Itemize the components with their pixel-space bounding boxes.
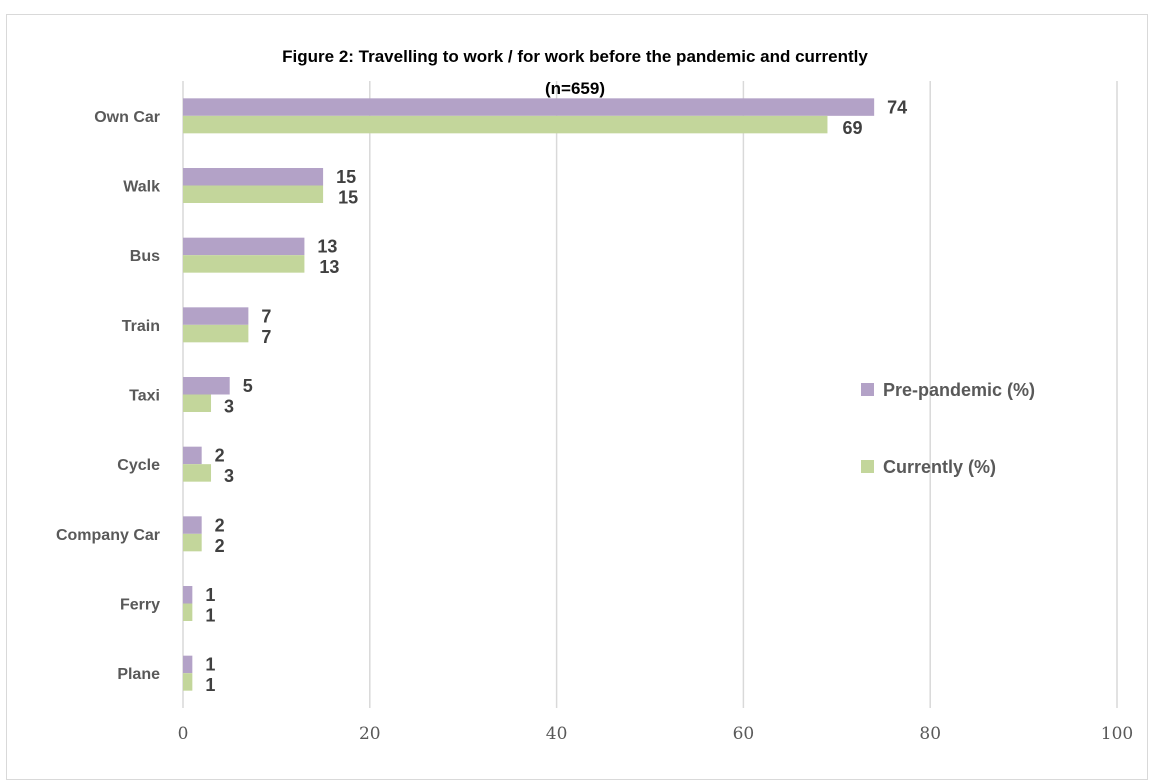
bar: [183, 98, 875, 116]
bar: [183, 603, 193, 621]
bar: [183, 586, 193, 604]
category-label: Plane: [117, 666, 160, 683]
data-label: 1: [205, 606, 215, 626]
chart-subtitle: (n=659): [545, 79, 605, 98]
bar: [183, 237, 305, 256]
bar: [183, 516, 202, 534]
x-tick-label: 40: [546, 724, 568, 744]
data-label: 1: [205, 675, 215, 695]
data-label: 3: [224, 397, 234, 417]
x-tick-label: 80: [919, 724, 941, 744]
bar: [183, 185, 324, 203]
x-tick-label: 60: [733, 724, 755, 744]
chart-title: Figure 2: Travelling to work / for work …: [282, 47, 868, 66]
chart-frame: 0 20 40 60 80 100 Own Car 74 69 Walk 15 15 Bus 13 13 Tr…: [6, 14, 1148, 780]
bars-layer: [183, 98, 875, 691]
data-label: 74: [887, 97, 907, 117]
legend-swatch: [861, 383, 874, 396]
data-label: 7: [261, 306, 271, 326]
x-tick-label: 20: [359, 724, 381, 744]
x-tick-label: 0: [178, 724, 189, 744]
bar: [183, 673, 193, 691]
data-label: 3: [224, 466, 234, 486]
category-label: Train: [122, 318, 160, 335]
data-label: 69: [842, 118, 862, 138]
data-label: 1: [205, 655, 215, 675]
category-label: Walk: [123, 179, 160, 196]
category-label: Ferry: [120, 597, 160, 614]
bar: [183, 324, 249, 343]
x-tick-label: 100: [1101, 724, 1133, 744]
bar: [183, 655, 193, 674]
bar: [183, 168, 324, 186]
data-label: 7: [261, 327, 271, 347]
category-label: Bus: [130, 248, 160, 265]
bar: [183, 533, 202, 552]
data-label: 13: [319, 257, 339, 277]
data-label: 15: [338, 188, 358, 208]
legend: Pre-pandemic (%) Currently (%): [861, 380, 1035, 477]
data-label: 5: [243, 376, 253, 396]
legend-label: Currently (%): [883, 457, 996, 477]
data-label: 2: [215, 536, 225, 556]
bar: [183, 464, 212, 482]
category-label: Own Car: [94, 109, 160, 126]
data-label: 2: [215, 515, 225, 535]
bar: [183, 446, 202, 465]
category-label: Taxi: [129, 388, 160, 405]
bar: [183, 115, 828, 134]
bar: [183, 255, 305, 273]
data-label: 15: [336, 167, 356, 187]
legend-label: Pre-pandemic (%): [883, 380, 1035, 400]
category-label: Cycle: [117, 457, 160, 474]
data-label: 2: [215, 446, 225, 466]
bar: [183, 307, 249, 325]
data-label: 1: [205, 585, 215, 605]
bar: [183, 377, 230, 395]
data-label: 13: [317, 237, 337, 257]
bar: [183, 394, 212, 412]
category-label: Company Car: [56, 527, 160, 544]
legend-swatch: [861, 460, 874, 473]
